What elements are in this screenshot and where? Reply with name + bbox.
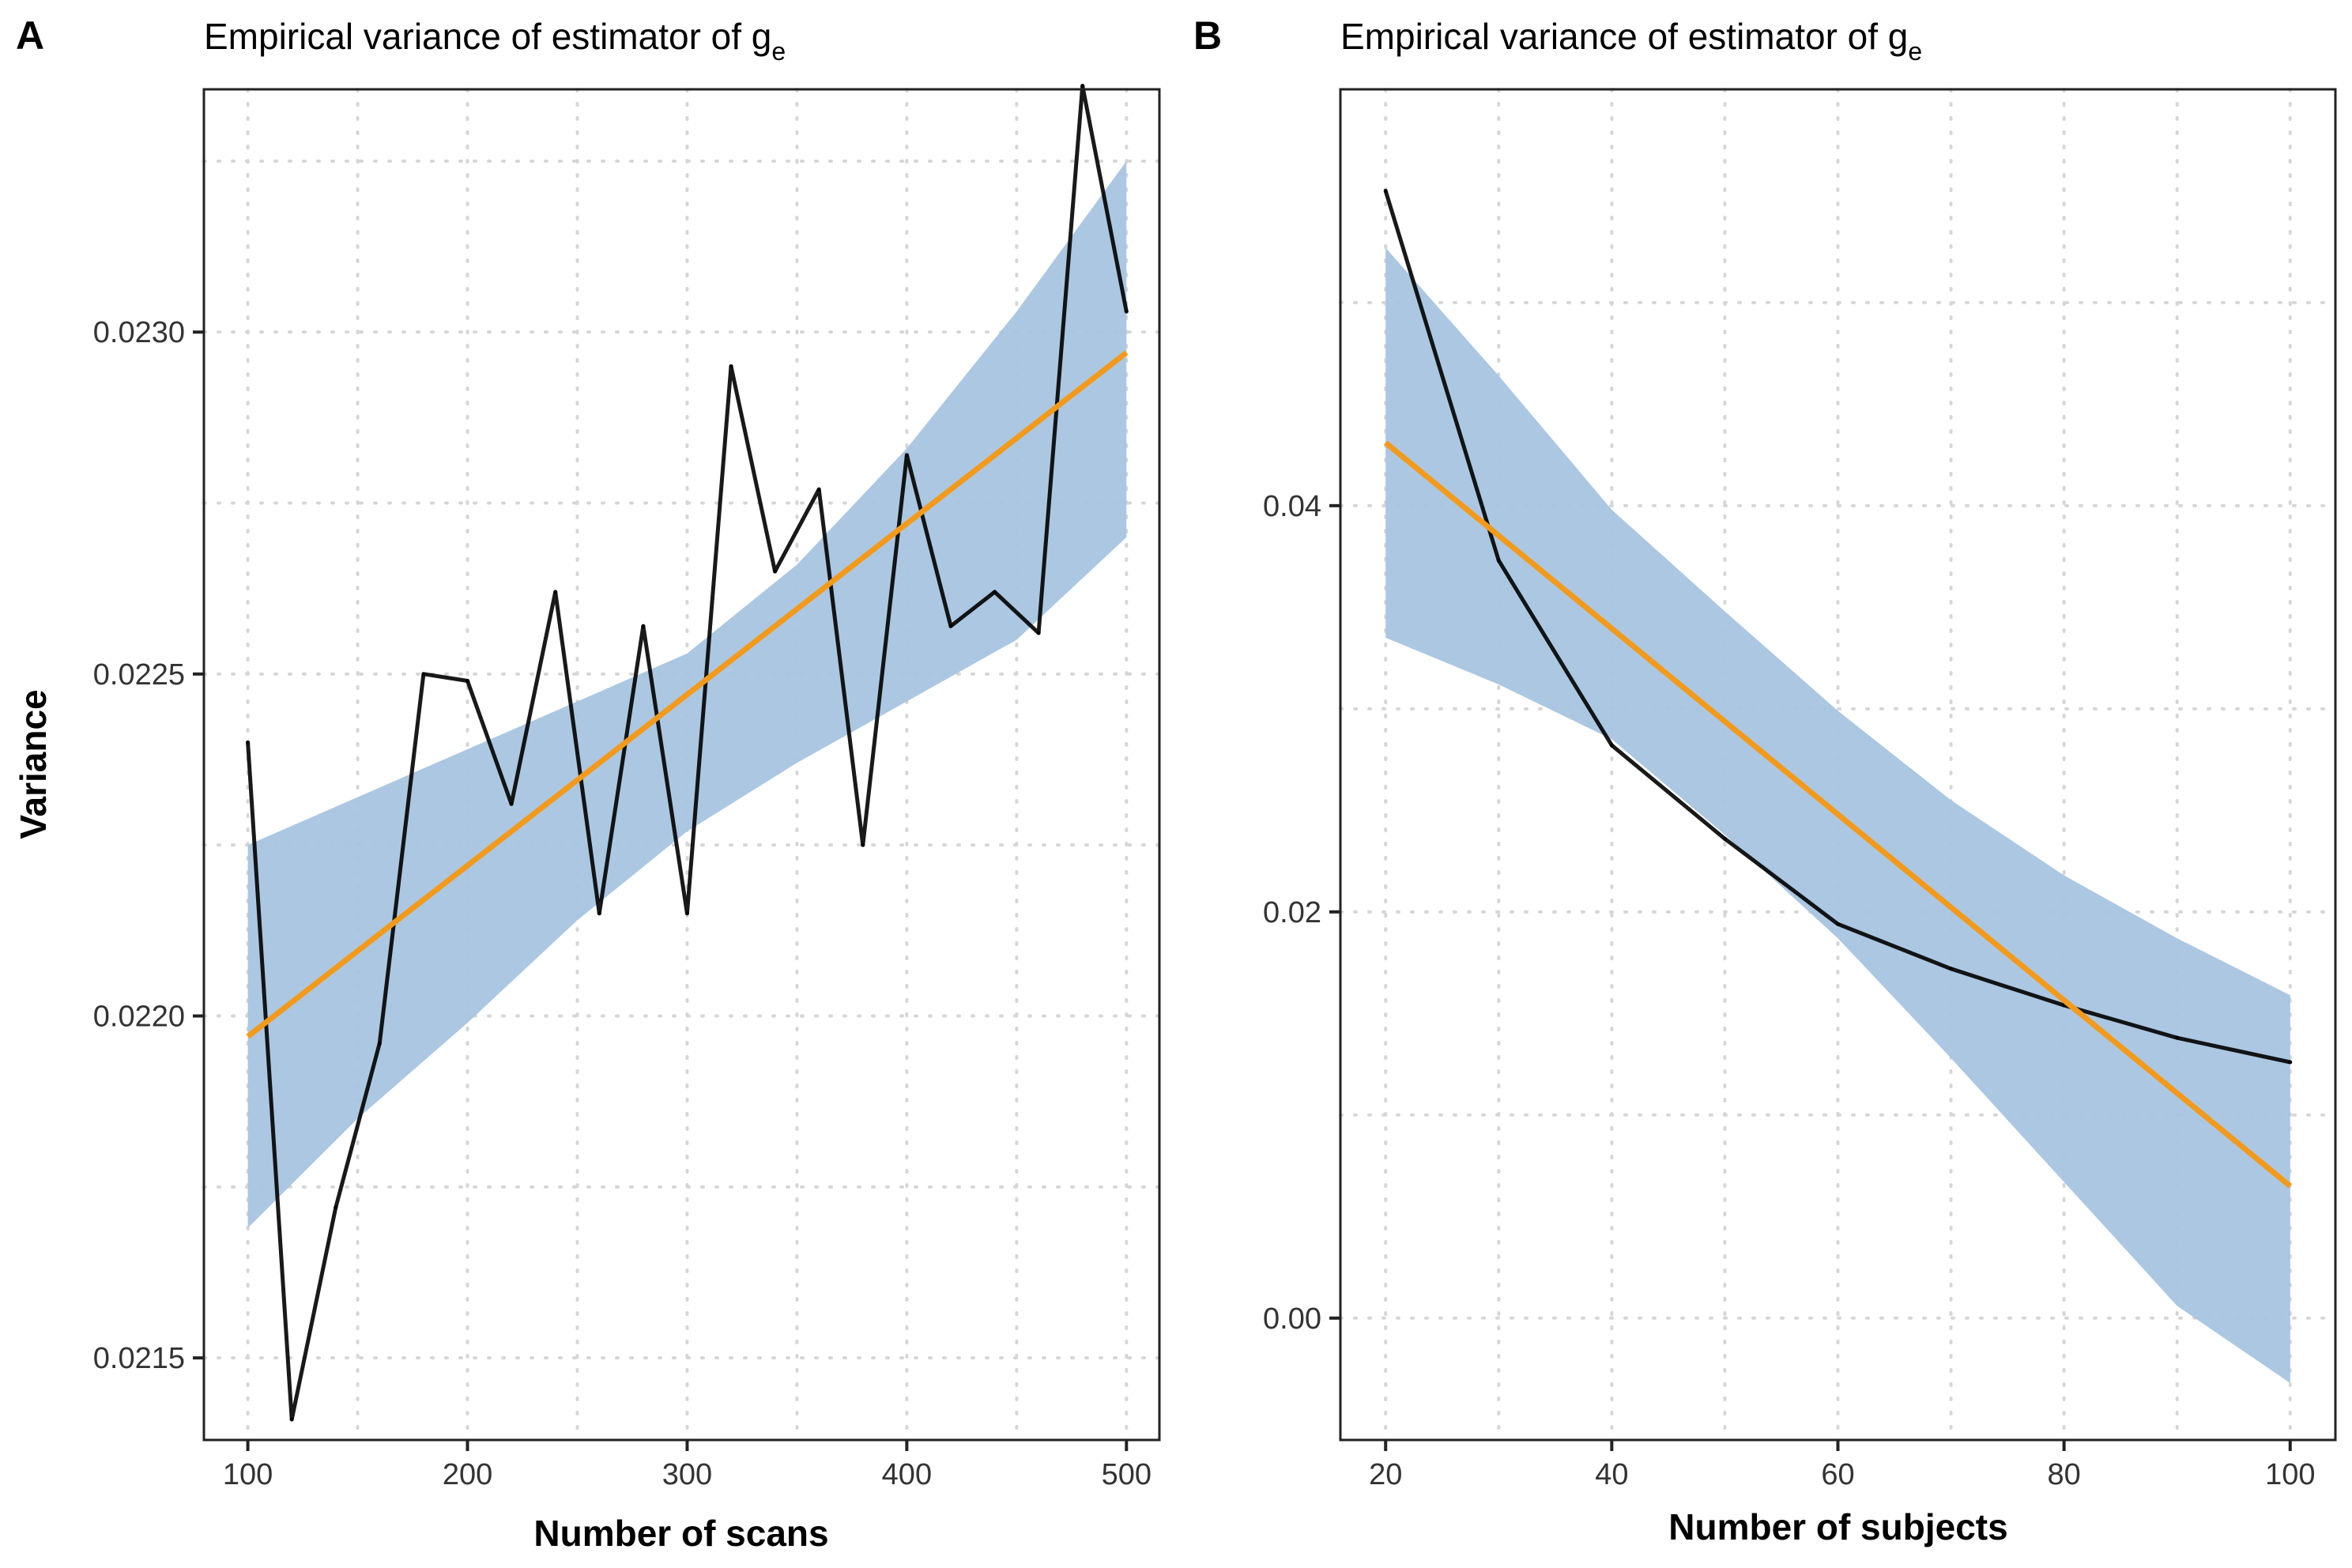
- panel-b-observed-point: [1836, 922, 1840, 926]
- panel-b-plot: 20 40 60 80 100 0.00 0.02 0.04: [1263, 88, 2337, 1491]
- panel-a-observed-point: [1124, 309, 1129, 314]
- panel-b-tag: B: [1193, 13, 1222, 58]
- panel-a-y-tick-label: 0.0225: [93, 658, 185, 692]
- panel-a-observed-point: [993, 590, 997, 594]
- panel-b-title-main: Empirical variance of estimator of g: [1340, 16, 1908, 57]
- panel-a-observed-point: [904, 453, 909, 458]
- panel-a-observed-point: [773, 569, 778, 574]
- panel-a-observed-point: [246, 740, 251, 744]
- panel-a-observed-point: [948, 624, 953, 628]
- panel-a-y-axis-title: Variance: [13, 689, 54, 839]
- panel-b-y-tick-label: 0.02: [1263, 896, 1321, 929]
- panel-a-x-tick-label: 500: [1102, 1458, 1152, 1491]
- panel-a-observed-point: [684, 911, 689, 916]
- panel-a-title: Empirical variance of estimator of ge: [204, 16, 786, 66]
- panel-a-x-tick-label: 400: [882, 1458, 932, 1491]
- panel-a-observed-point: [1080, 84, 1085, 89]
- panel-a-x-tick-label: 300: [662, 1458, 712, 1491]
- panel-a-observed-point: [289, 1417, 294, 1422]
- panel-a-observed-point: [729, 364, 733, 368]
- panel-b-x-tick-label: 80: [2047, 1458, 2080, 1491]
- panel-a-observed-point: [421, 672, 426, 677]
- panel-a-x-axis-title: Number of scans: [533, 1513, 828, 1554]
- panel-b-y-tick-label: 0.00: [1263, 1302, 1321, 1336]
- panel-a-fit-line: [246, 350, 1129, 1039]
- panel-b-y-tick-label: 0.04: [1263, 490, 1321, 523]
- panel-b-x-tick-label: 40: [1595, 1458, 1628, 1491]
- panel-a-observed-point: [334, 1205, 338, 1210]
- panel-a-observed-point: [466, 678, 470, 683]
- panel-a-observed-point: [553, 590, 558, 594]
- panel-b-title: Empirical variance of estimator of ge: [1340, 16, 1922, 66]
- panel-a-tag: A: [16, 13, 44, 58]
- panel-a-x-tick-label: 100: [223, 1458, 273, 1491]
- panel-a-observed-point: [1036, 631, 1041, 635]
- panel-b-title-subscript: e: [1908, 37, 1922, 66]
- panel-b-observed-point: [1609, 743, 1614, 748]
- panel-b-observed-point: [1949, 967, 1954, 971]
- panel-b-observed-point: [2288, 1060, 2293, 1065]
- panel-a-observed-point: [597, 911, 601, 916]
- panel-a-observed-point: [816, 487, 821, 492]
- panel-b-x-tick-label: 60: [1821, 1458, 1854, 1491]
- panel-a-border: [202, 88, 1161, 1442]
- panel-a-observed-point: [509, 801, 514, 806]
- panel-a-y-tick-label: 0.0230: [93, 316, 185, 349]
- panel-a-plot: 100 200 300 400 500 0.0215 0.0220 0.0225 0.0230: [93, 84, 1161, 1491]
- panel-b-x-tick-label: 100: [2265, 1458, 2315, 1491]
- panel-b-fit-line: [1384, 440, 2292, 1189]
- panel-b-observed-point: [1722, 836, 1727, 841]
- panel-b-observed-point: [1383, 188, 1388, 193]
- panel-a-title-main: Empirical variance of estimator of g: [204, 16, 771, 57]
- panel-a-observed-point: [377, 1041, 382, 1046]
- panel-b-x-tick-label: 20: [1369, 1458, 1402, 1491]
- panel-a-y-tick-label: 0.0220: [93, 1001, 185, 1034]
- panel-b-x-axis-title: Number of subjects: [1668, 1506, 2007, 1547]
- panel-a-y-tick-label: 0.0215: [93, 1342, 185, 1375]
- panel-b-observed-point: [1496, 558, 1501, 563]
- panel-a-observed-point: [641, 624, 646, 628]
- panel-a-x-tick-label: 200: [443, 1458, 492, 1491]
- panel-a-observed-point: [861, 842, 865, 847]
- panel-a-title-subscript: e: [771, 37, 786, 66]
- panel-b-observed-point: [2175, 1035, 2180, 1040]
